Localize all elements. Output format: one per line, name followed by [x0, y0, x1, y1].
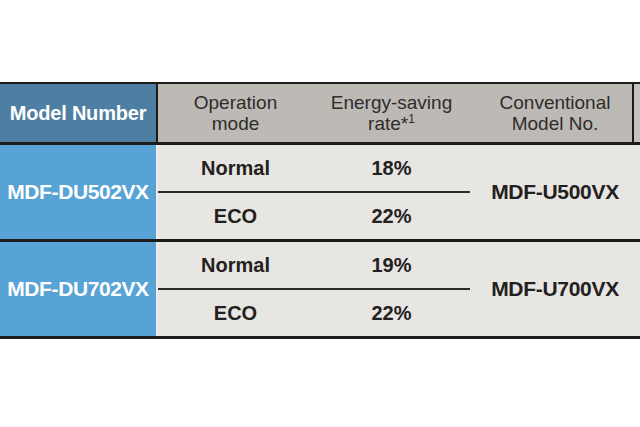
table-row-du502vx-normal: MDF-DU502VX Normal 18% MDF-U500VX: [0, 144, 640, 193]
model-number-cell: MDF-DU502VX: [0, 144, 157, 241]
operation-mode-cell: Normal: [157, 144, 313, 193]
col-header-energy-saving-rate: Energy-saving rate*1: [313, 83, 470, 144]
conventional-model-cell: MDF-U500VX: [470, 144, 640, 241]
header-line: Operation: [194, 92, 277, 113]
header-line: Conventional: [500, 92, 611, 113]
header-line: Energy-saving: [331, 92, 452, 113]
energy-saving-spec-table: Model Number Operation mode Energy-savin…: [0, 82, 640, 339]
conventional-model-cell: MDF-U700VX: [470, 241, 640, 338]
operation-mode-cell: ECO: [157, 192, 313, 241]
operation-mode-cell: Normal: [157, 241, 313, 290]
energy-saving-rate-cell: 19%: [313, 241, 470, 290]
catalog-page: Model Number Operation mode Energy-savin…: [0, 0, 640, 427]
header-row: Model Number Operation mode Energy-savin…: [0, 83, 640, 144]
model-number-cell: MDF-DU702VX: [0, 241, 157, 338]
header-line: Model No.: [512, 113, 599, 134]
col-header-model-number: Model Number: [0, 83, 157, 144]
header-line: mode: [212, 113, 260, 134]
operation-mode-cell: ECO: [157, 289, 313, 338]
footnote-marker: 1: [408, 112, 415, 126]
col-header-conventional-model: Conventional Model No.: [470, 83, 640, 144]
energy-saving-rate-cell: 22%: [313, 289, 470, 338]
table-row-du702vx-normal: MDF-DU702VX Normal 19% MDF-U700VX: [0, 241, 640, 290]
col-header-operation-mode: Operation mode: [157, 83, 313, 144]
energy-saving-rate-cell: 22%: [313, 192, 470, 241]
energy-saving-rate-cell: 18%: [313, 144, 470, 193]
header-line: rate*: [368, 113, 408, 134]
